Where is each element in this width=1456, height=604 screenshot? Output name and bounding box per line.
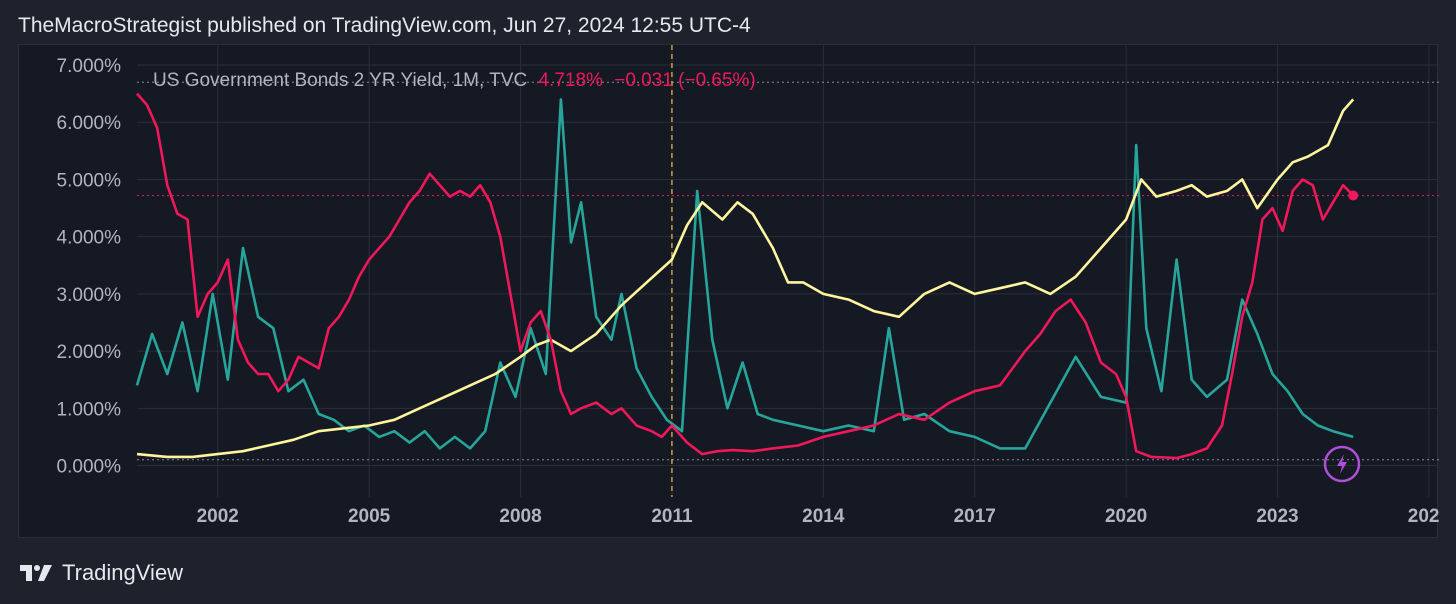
legend-change: −0.031 (−0.65%) xyxy=(614,70,756,91)
chart-panel[interactable]: 0.000% 1.000% 2.000% 3.000% 4.000% 5.000% 6.00… xyxy=(18,44,1439,539)
x-tick-label: 2020 xyxy=(1105,506,1147,527)
lightning-bolt-icon xyxy=(1337,454,1347,474)
tradingview-logo-icon xyxy=(20,565,52,581)
x-tick-label: 2008 xyxy=(499,506,541,527)
x-tick-label: 2005 xyxy=(348,506,391,527)
series-line-1 xyxy=(136,98,1355,459)
footer-branding[interactable]: TradingView xyxy=(18,560,183,586)
legend-last-value: 4.718% xyxy=(538,70,603,91)
y-tick-label: 1.000% xyxy=(57,399,122,420)
x-tick-label: 2023 xyxy=(1256,506,1298,527)
x-tick-label: 2014 xyxy=(802,506,845,527)
y-tick-label: 3.000% xyxy=(57,285,122,306)
y-tick-label: 0.000% xyxy=(57,457,122,478)
y-tick-label: 6.000% xyxy=(57,113,122,134)
chart-legend[interactable]: US Government Bonds 2 YR Yield, 1M, TVC … xyxy=(153,70,756,92)
footer-brand-name: TradingView xyxy=(62,560,184,585)
lightning-badge-icon xyxy=(1323,445,1361,483)
y-tick-label: 2.000% xyxy=(57,342,122,363)
x-tick-label: 2002 xyxy=(197,506,239,527)
x-tick-label: 2026 xyxy=(1408,506,1439,527)
x-tick-label: 2017 xyxy=(954,506,996,527)
x-tick-label: 2011 xyxy=(651,506,693,527)
y-tick-label: 5.000% xyxy=(57,170,122,191)
series-line-0 xyxy=(136,92,1355,460)
last-value-dot xyxy=(1348,190,1359,201)
series-line-2 xyxy=(135,98,1354,450)
y-tick-label: 4.000% xyxy=(57,228,122,249)
chart-canvas[interactable]: 0.000% 1.000% 2.000% 3.000% 4.000% 5.000% 6.00… xyxy=(19,45,1439,539)
legend-symbol: US Government Bonds 2 YR Yield, 1M, TVC xyxy=(153,70,528,91)
publication-header: TheMacroStrategist published on TradingV… xyxy=(18,14,751,37)
y-tick-label: 7.000% xyxy=(57,56,122,77)
